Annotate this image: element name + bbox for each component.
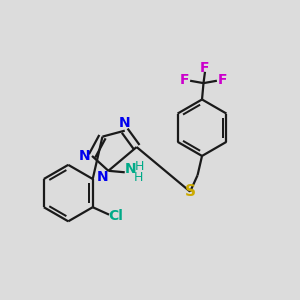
Text: F: F <box>200 61 210 75</box>
Text: N: N <box>97 170 109 184</box>
Text: N: N <box>125 162 136 176</box>
Text: N: N <box>119 116 130 130</box>
Text: Cl: Cl <box>108 209 123 224</box>
Text: H: H <box>135 160 144 173</box>
Text: S: S <box>184 184 196 199</box>
Text: F: F <box>179 73 189 87</box>
Text: F: F <box>218 73 228 87</box>
Text: H: H <box>134 171 143 184</box>
Text: N: N <box>79 149 90 163</box>
